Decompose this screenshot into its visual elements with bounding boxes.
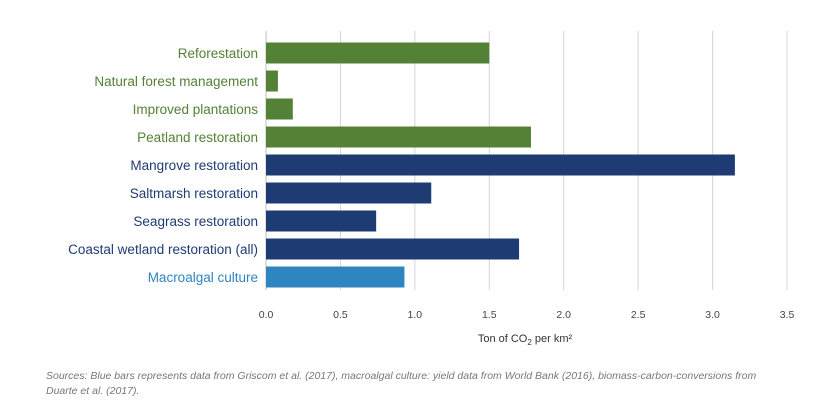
bar <box>266 182 432 204</box>
bar <box>266 126 531 148</box>
bar <box>266 70 278 92</box>
bar <box>266 154 735 176</box>
x-tick-label: 1.0 <box>408 309 423 321</box>
source-note: Sources: Blue bars represents data from … <box>46 370 757 397</box>
category-label: Coastal wetland restoration (all) <box>68 242 258 257</box>
x-tick-label: 3.5 <box>780 309 795 321</box>
bar <box>266 210 377 232</box>
x-tick-labels: 0.0 0.5 1.0 1.5 2.0 2.5 3.0 3.5 <box>259 309 795 321</box>
category-label: Peatland restoration <box>137 130 258 145</box>
bar <box>266 42 490 64</box>
category-label: Reforestation <box>178 46 258 61</box>
category-label: Macroalgal culture <box>148 270 258 285</box>
x-tick-label: 2.0 <box>556 309 571 321</box>
bar <box>266 238 520 260</box>
category-label: Saltmarsh restoration <box>130 186 258 201</box>
x-axis-title-suffix: per km² <box>532 333 573 345</box>
x-axis-title: Ton of CO2 per km² <box>478 333 573 347</box>
bar <box>266 266 405 288</box>
category-labels: Reforestation Natural forest management Im… <box>68 46 258 285</box>
x-tick-label: 0.0 <box>259 309 274 321</box>
category-label: Natural forest management <box>94 74 258 89</box>
category-label: Mangrove restoration <box>130 158 258 173</box>
x-axis-title-prefix: Ton of CO <box>478 333 528 345</box>
x-tick-label: 3.0 <box>705 309 720 321</box>
bar <box>266 98 293 120</box>
x-tick-label: 1.5 <box>482 309 497 321</box>
x-axis-title-subscript: 2 <box>527 338 532 347</box>
x-tick-label: 2.5 <box>631 309 646 321</box>
category-label: Seagrass restoration <box>133 214 258 229</box>
x-tick-label: 0.5 <box>333 309 348 321</box>
category-label: Improved plantations <box>133 102 259 117</box>
bars <box>266 42 735 288</box>
